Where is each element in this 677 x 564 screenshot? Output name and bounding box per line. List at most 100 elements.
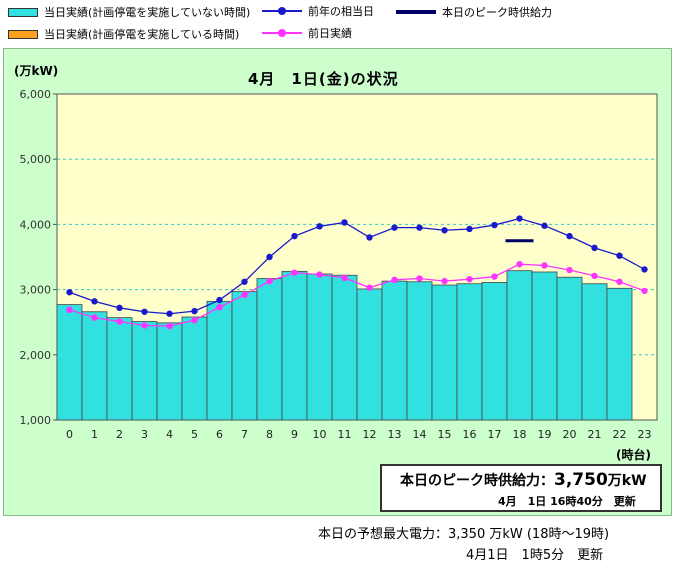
prev-year-point (241, 278, 248, 285)
prev-year-point (341, 219, 348, 226)
legend-item-today-outage: 当日実績(計画停電を実施している時間) (8, 26, 239, 42)
x-tick-label: 1 (91, 428, 98, 441)
prev-day-point (116, 318, 123, 325)
updated-text: 4月1日 1時5分 更新 (466, 548, 604, 563)
prev-year-point (116, 304, 123, 312)
x-tick-label: 13 (388, 428, 402, 441)
bar (481, 282, 508, 421)
x-tick-label: 0 (66, 428, 73, 441)
x-tick-label: 21 (588, 428, 602, 441)
bar (56, 304, 83, 421)
y-tick-label: 3,000 (20, 284, 52, 297)
y-axis-unit: (万kW) (14, 64, 59, 78)
legend-swatch-orange (8, 29, 38, 39)
bar (156, 322, 183, 421)
bar (381, 280, 408, 421)
peak-supply-label: 本日のピーク時供給力： (400, 473, 554, 489)
bar (281, 270, 308, 421)
legend-item-prev-day: 前日実績 (262, 25, 352, 41)
prev-year-point (641, 266, 648, 273)
prev-year-point (491, 221, 498, 229)
prev-year-point (216, 296, 223, 304)
prev-year-point (316, 223, 323, 230)
bar (306, 273, 333, 421)
x-tick-label: 10 (313, 428, 327, 441)
prev-year-point (516, 215, 523, 222)
prev-day-point (366, 284, 373, 291)
legend-swatch-navy-line (396, 10, 436, 14)
prev-day-point (166, 322, 173, 330)
bar (131, 321, 158, 421)
x-tick-label: 20 (563, 428, 577, 441)
legend-label: 当日実績(計画停電を実施している時間) (44, 28, 240, 41)
x-tick-label: 17 (488, 428, 502, 441)
y-tick-label: 2,000 (20, 349, 52, 362)
bar (531, 271, 558, 421)
bar (256, 278, 283, 421)
x-tick-label: 2 (116, 428, 123, 441)
bar (431, 284, 458, 421)
prev-day-point (91, 314, 98, 321)
prev-year-point (191, 307, 198, 315)
prev-year-point (416, 224, 423, 231)
legend-swatch-cyan (8, 7, 38, 17)
prev-day-point (516, 260, 523, 268)
prev-day-point (541, 262, 548, 269)
legend-item-prev-year: 前年の相当日 (262, 3, 374, 19)
x-tick-label: 14 (413, 428, 427, 441)
legend-swatch-magenta-line (262, 27, 302, 39)
prev-day-point (491, 273, 498, 280)
prev-day-point (266, 277, 273, 285)
bar (181, 316, 208, 421)
prev-year-point (616, 252, 623, 259)
prev-day-point (441, 277, 448, 285)
peak-supply-value: 3,750 (554, 470, 608, 490)
legend-label: 前年の相当日 (308, 5, 374, 18)
prev-year-point (366, 234, 373, 241)
bar (556, 276, 583, 421)
x-tick-label: 18 (513, 428, 527, 441)
prev-day-point (191, 317, 198, 324)
legend-item-today-no-outage: 当日実績(計画停電を実施していない時間) (8, 4, 250, 20)
x-tick-label: 16 (463, 428, 477, 441)
prev-year-point (166, 310, 173, 317)
bar (606, 287, 633, 421)
legend-label: 当日実績(計画停電を実施していない時間) (44, 6, 251, 19)
prev-day-point (216, 304, 223, 311)
bar (406, 281, 433, 421)
legend-label: 前日実績 (308, 27, 352, 40)
prev-year-point (441, 227, 448, 234)
prev-day-point (591, 272, 598, 280)
prev-day-point (66, 306, 73, 314)
bar (356, 288, 383, 421)
x-tick-label: 5 (191, 428, 198, 441)
peak-supply-text: 本日のピーク時供給力：3,750万kW (400, 470, 647, 490)
x-tick-label: 12 (363, 428, 377, 441)
bar (506, 270, 533, 421)
x-tick-label: 6 (216, 428, 223, 441)
prev-day-point (316, 271, 323, 278)
prev-day-point (241, 291, 248, 299)
prev-day-point (466, 275, 473, 283)
x-tick-label: 19 (538, 428, 552, 441)
peak-supply-box: 本日のピーク時供給力：3,750万kW 4月 1日 16時40分 更新 (380, 464, 662, 512)
peak-updated: 4月 1日 16時40分 更新 (498, 495, 636, 508)
x-axis-unit: (時台) (616, 448, 651, 462)
y-tick-label: 4,000 (20, 218, 52, 231)
prev-year-point (466, 225, 473, 233)
prev-year-point (291, 232, 298, 240)
prev-year-point (91, 298, 98, 305)
x-tick-label: 9 (291, 428, 298, 441)
prev-day-point (616, 278, 623, 285)
prev-year-point (591, 244, 598, 252)
prev-year-line (69, 217, 645, 315)
bar (456, 283, 483, 421)
prev-year-point (141, 308, 148, 315)
chart-title: 4月 1日(金)の状況 (248, 70, 399, 88)
legend-item-peak-supply: 本日のピーク時供給力 (396, 4, 552, 20)
legend-label: 本日のピーク時供給力 (442, 6, 552, 19)
prev-year-point (266, 253, 273, 261)
bar (206, 300, 233, 421)
prev-day-line (69, 263, 645, 327)
